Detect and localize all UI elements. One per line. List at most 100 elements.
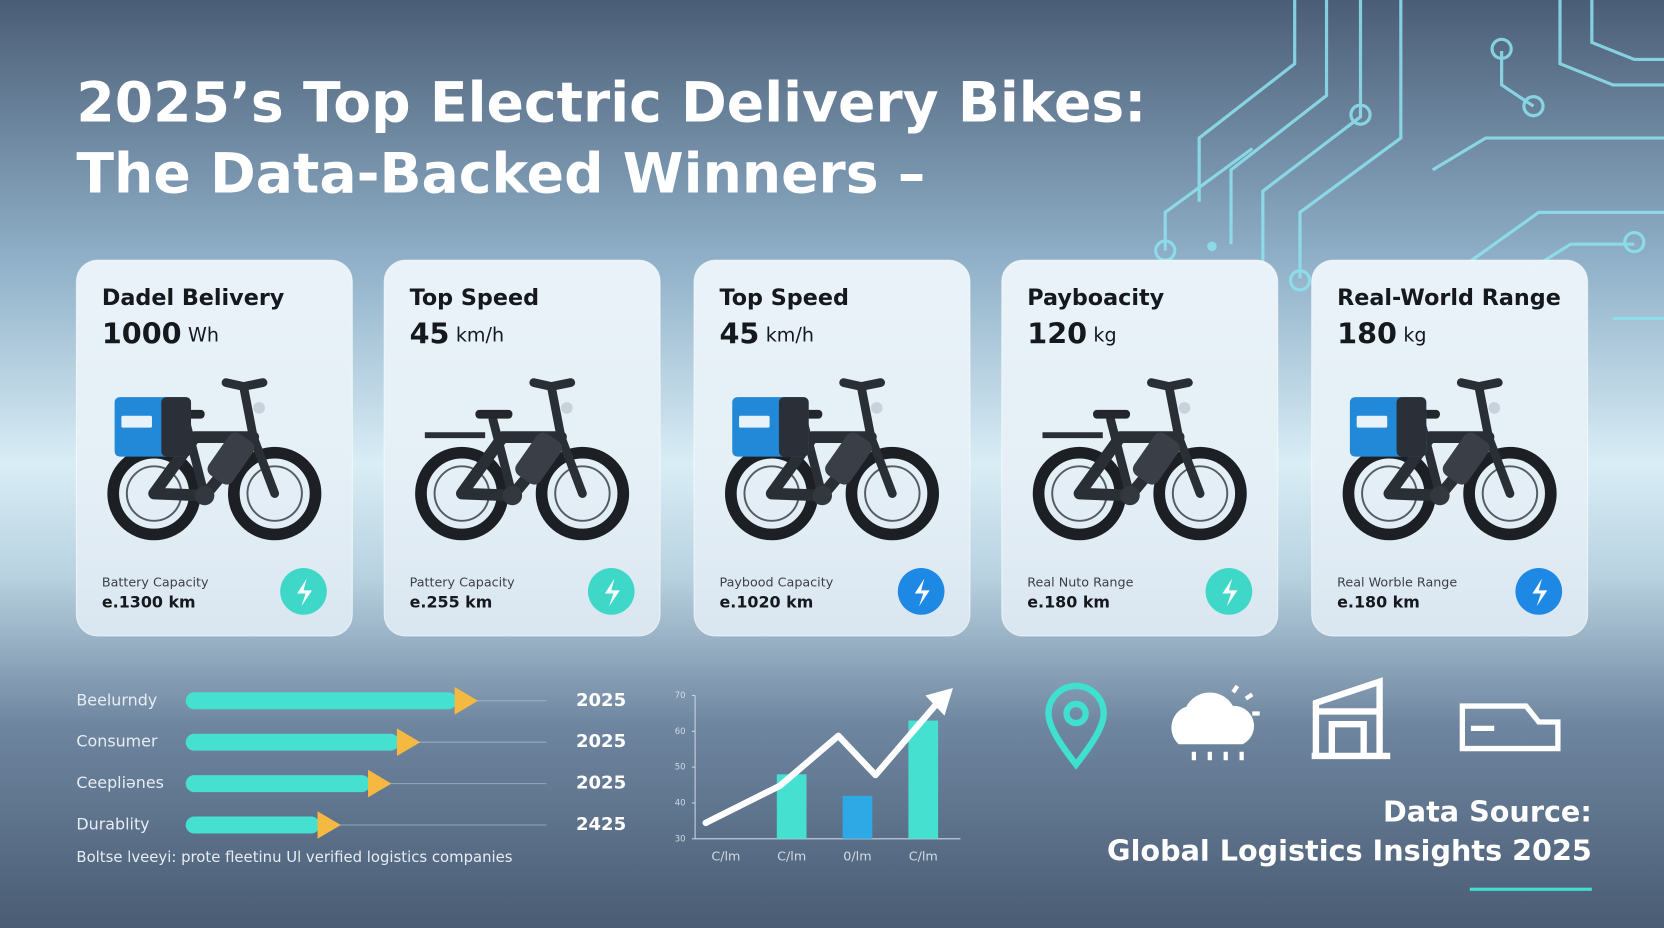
card-value-unit: km/h xyxy=(766,323,814,346)
card-value: 120 kg xyxy=(1027,317,1116,351)
mini-bar xyxy=(842,795,873,839)
mini-x-tick-label: C/lm xyxy=(777,849,806,864)
progress-bar-tip xyxy=(317,811,341,839)
source-name: Global Logistics Insights 2025 xyxy=(1107,834,1592,868)
mini-x-tick-label: 0/lm xyxy=(843,849,871,864)
mini-y-tick-label: 50 xyxy=(675,763,686,773)
cargo-box xyxy=(732,397,809,457)
card-background xyxy=(1311,259,1589,637)
mini-chart: 30 40 50 60 70 C/lm C/lm 0/lm C/lm xyxy=(675,688,961,864)
card: Payboacity 120 kg Real Nuto Range e.180 km xyxy=(1001,259,1279,637)
card-stat-label: Real Worble Range xyxy=(1337,575,1457,590)
card-value-number: 45 xyxy=(410,317,450,351)
progress-bar xyxy=(185,811,341,839)
card-title: Top Speed xyxy=(720,285,849,311)
progress-bar xyxy=(185,728,421,756)
card-value: 180 kg xyxy=(1337,317,1426,351)
card-stat-label: Pattery Capacity xyxy=(410,575,516,590)
card-stat-value: e.1300 km xyxy=(102,593,196,612)
mini-x-tick-label: C/lm xyxy=(711,849,740,864)
card-stat-label: Paybood Capacity xyxy=(720,575,834,590)
card-title: Payboacity xyxy=(1027,285,1164,311)
card-value-unit: Wh xyxy=(188,323,219,346)
progress-bar-fill xyxy=(185,775,371,793)
progress-year: 2025 xyxy=(576,731,626,752)
mini-y-tick-label: 30 xyxy=(675,834,686,844)
card-value-unit: km/h xyxy=(456,323,504,346)
progress-bar-fill xyxy=(185,816,320,834)
progress-year: 2025 xyxy=(576,690,626,711)
progress-label: Beelurndy xyxy=(76,690,157,709)
progress-bar xyxy=(185,686,478,715)
progress-bar-fill xyxy=(185,692,457,710)
card-background xyxy=(75,259,353,637)
source-underline xyxy=(1469,887,1592,891)
card: Top Speed 45 km/h Paybood Capacity e.1020 km xyxy=(693,259,971,637)
trend-arrow xyxy=(702,697,943,827)
location-icon-dot xyxy=(1063,700,1089,727)
source-label: Data Source: xyxy=(1383,794,1592,828)
progress-bar-tip xyxy=(368,769,392,798)
card-icon-glyph xyxy=(1222,578,1238,607)
card-value: 45 km/h xyxy=(410,317,504,351)
location-icon xyxy=(1045,682,1107,770)
card: Real-World Range 180 kg Real Worble Range e.… xyxy=(1311,259,1589,637)
card-background xyxy=(1001,259,1279,637)
progress-bar xyxy=(185,769,392,798)
cards: Dadel Belivery 1000 Wh Battery Capacity e.13… xyxy=(75,259,1589,637)
title: 2025’s Top Electric Delivery Bikes: The D… xyxy=(76,71,1146,206)
mini-bar xyxy=(908,720,939,839)
card-icon-glyph xyxy=(297,578,312,607)
card-value-number: 45 xyxy=(720,317,760,351)
card-value: 1000 Wh xyxy=(102,317,219,351)
card-title: Dadel Belivery xyxy=(102,285,285,311)
card-stat-value: e.180 km xyxy=(1027,593,1110,612)
progress-year: 2425 xyxy=(576,814,626,835)
card-background xyxy=(383,259,661,637)
mini-x-tick-label: C/lm xyxy=(909,849,938,864)
card-stat-label: Real Nuto Range xyxy=(1027,575,1133,590)
card-icon-glyph xyxy=(914,578,930,607)
card-stat-value: e.1020 km xyxy=(720,593,814,612)
mini-y-tick-label: 60 xyxy=(675,727,686,737)
cloud-icon-rays xyxy=(1191,684,1260,761)
data-source: Data Source: Global Logistics Insights 20… xyxy=(1107,794,1592,867)
circuit-decoration xyxy=(1154,0,1664,321)
card-stat-value: e.255 km xyxy=(410,593,493,612)
card-value: 45 km/h xyxy=(720,317,814,351)
progress-label: Ceepliənes xyxy=(76,773,164,792)
card-value-unit: kg xyxy=(1403,323,1426,346)
progress-rows: Beelurndy 2025 Consumer 2025 Ceepliənes 2025 D… xyxy=(76,686,626,866)
title-line: 2025’s Top Electric Delivery Bikes: xyxy=(76,71,1146,135)
cargo-box xyxy=(114,397,192,457)
mini-y-tick-label: 70 xyxy=(675,691,686,701)
title-line: The Data-Backed Winners – xyxy=(76,142,925,206)
card-icon-glyph xyxy=(604,578,620,607)
card-value-unit: kg xyxy=(1093,323,1116,346)
truck-icon xyxy=(1459,703,1561,752)
card: Top Speed 45 km/h Pattery Capacity e.255 km xyxy=(383,259,661,637)
mini-y-tick-label: 40 xyxy=(675,798,686,808)
card: Dadel Belivery 1000 Wh Battery Capacity e.13… xyxy=(75,259,353,637)
card-title: Real-World Range xyxy=(1337,285,1561,311)
card-value-number: 180 xyxy=(1337,317,1397,351)
card-value-number: 1000 xyxy=(102,317,182,351)
card-background xyxy=(693,259,971,637)
progress-bar-tip xyxy=(454,686,478,715)
progress-label: Consumer xyxy=(76,732,158,751)
feature-icons xyxy=(1045,677,1561,770)
progress-year: 2025 xyxy=(576,773,626,794)
card-icon-glyph xyxy=(1532,578,1548,607)
progress-label: Durablity xyxy=(76,815,149,834)
progress-bar-fill xyxy=(185,733,400,751)
card-stat-label: Battery Capacity xyxy=(102,575,209,590)
trend-arrow-head xyxy=(925,688,953,716)
progress-bar-tip xyxy=(396,728,421,756)
cloud-icon xyxy=(1171,692,1255,745)
card-title: Top Speed xyxy=(410,285,539,311)
cargo-box xyxy=(1349,397,1427,457)
card-stat-value: e.180 km xyxy=(1337,593,1420,612)
progress-note: Boltse lveeyi: prote fleetinu Ul verifie… xyxy=(76,848,512,866)
